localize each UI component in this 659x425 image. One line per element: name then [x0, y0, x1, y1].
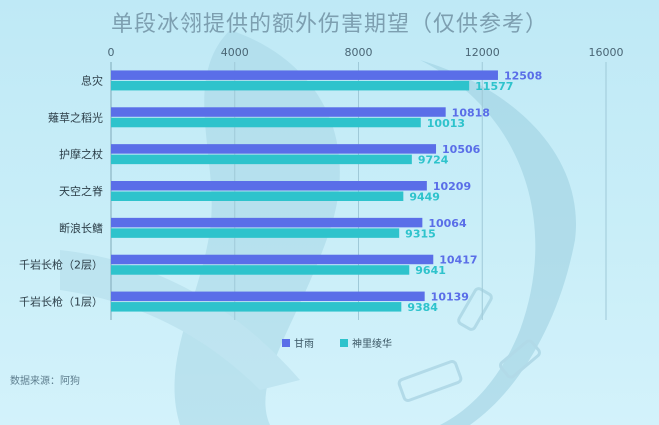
- data-label: 10013: [427, 117, 465, 130]
- bar-ganyu: [111, 107, 446, 117]
- bar-ayaka: [111, 265, 410, 275]
- bar-ganyu: [111, 217, 423, 228]
- bar-ayaka: [111, 191, 404, 201]
- data-label: 12508: [504, 69, 542, 82]
- category-label: 千岩长枪（1层）: [19, 295, 103, 309]
- data-label: 10506: [442, 143, 481, 156]
- category-label: 断浪长鳍: [59, 221, 103, 235]
- data-label: 10209: [433, 180, 471, 193]
- x-tick-label: 0: [108, 46, 115, 59]
- category-label: 天空之脊: [59, 184, 103, 198]
- data-label: 11577: [475, 80, 513, 93]
- bar-ganyu: [111, 70, 498, 80]
- bar-ganyu: [111, 144, 437, 154]
- bar-ganyu: [111, 181, 427, 191]
- category-label: 护摩之杖: [59, 147, 103, 161]
- data-label: 9384: [407, 301, 438, 314]
- data-label: 9641: [415, 264, 446, 277]
- data-label: 10417: [439, 254, 477, 267]
- data-source-note: 数据来源：阿狗: [10, 376, 80, 387]
- data-label: 10139: [431, 291, 469, 304]
- bar-ayaka: [111, 117, 421, 128]
- data-label: 10818: [452, 106, 490, 119]
- data-label: 9724: [418, 154, 449, 167]
- bar-ganyu: [111, 254, 434, 265]
- data-label: 10064: [428, 217, 467, 230]
- legend-label: 神里绫华: [352, 337, 392, 350]
- x-tick-label: 4000: [221, 46, 249, 59]
- x-tick-label: 8000: [345, 46, 373, 59]
- bar-ayaka: [111, 228, 400, 238]
- category-label: 薙草之稻光: [48, 110, 103, 124]
- bar-ayaka: [111, 154, 412, 165]
- category-label: 千岩长枪（2层）: [19, 258, 103, 272]
- legend-label: 甘雨: [294, 337, 314, 350]
- bar-ganyu: [111, 291, 425, 302]
- bar-ayaka: [111, 302, 402, 312]
- x-tick-label: 16000: [589, 46, 624, 59]
- x-tick-label: 12000: [465, 46, 500, 59]
- bar-ayaka: [111, 80, 470, 91]
- category-label: 息灾: [81, 73, 103, 87]
- data-label: 9449: [409, 191, 440, 204]
- chart-title: 单段冰翎提供的额外伤害期望（仅供参考）: [110, 12, 548, 37]
- data-label: 9315: [405, 227, 436, 240]
- legend-swatch: [340, 339, 348, 347]
- legend-swatch: [282, 339, 290, 347]
